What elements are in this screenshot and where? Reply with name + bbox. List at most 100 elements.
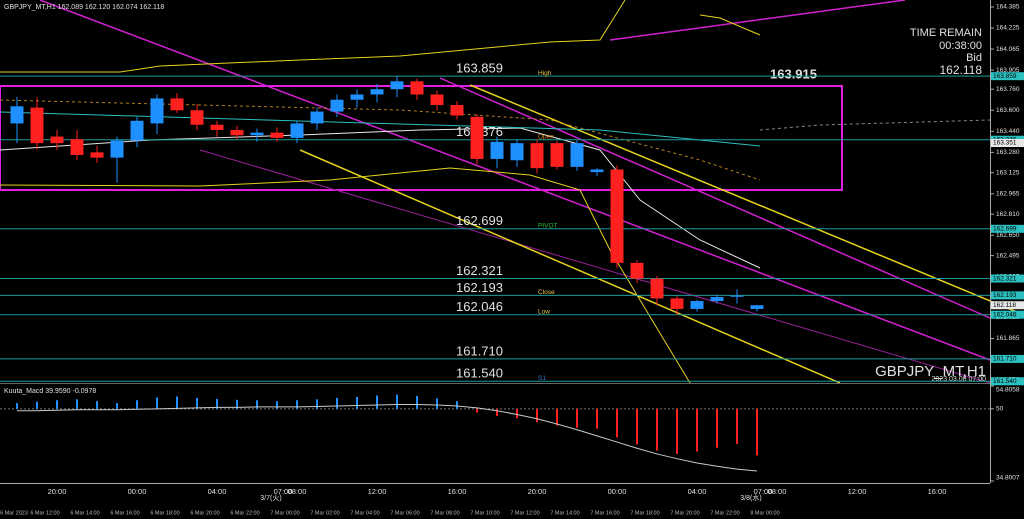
candle-body <box>670 298 684 309</box>
axis-marker-box <box>991 291 1024 300</box>
histogram-bar <box>676 408 678 454</box>
x-tick-label: 04:00 <box>208 487 227 496</box>
date-row-label: 6 Mar 18:00 <box>150 510 179 516</box>
candle-body <box>150 98 164 124</box>
candle-body <box>170 98 184 111</box>
cloud-line <box>759 119 991 131</box>
y-tick-label: 163.125 <box>996 169 1020 176</box>
candle-body <box>530 143 544 169</box>
x-tick-label: 08:00 <box>768 487 787 496</box>
y-tick-label: 162.495 <box>996 252 1020 259</box>
axis-marker-box <box>991 301 1024 310</box>
axis-marker-label: 161.540 <box>993 378 1017 385</box>
level-tag: Low <box>538 308 550 315</box>
candle-body <box>190 110 204 125</box>
band-upper <box>699 14 761 36</box>
axis-marker-box <box>991 354 1024 363</box>
candle-body <box>330 99 344 112</box>
y-tick-label: 163.760 <box>996 86 1020 93</box>
candle-body <box>370 89 384 95</box>
histogram-bar <box>456 401 458 409</box>
y-tick-label: 162.965 <box>996 191 1020 198</box>
histogram-bar <box>696 408 698 452</box>
candle-body <box>450 104 464 116</box>
trend-line <box>199 149 991 384</box>
histogram-bar <box>616 408 618 438</box>
candle-body <box>270 132 284 138</box>
histogram-bar <box>396 394 398 409</box>
candle-body <box>250 132 264 136</box>
moving-average <box>0 99 761 181</box>
date-row-label: 7 Mar 14:00 <box>550 510 579 516</box>
chart-header: GBPJPY_MT,H1 162.089 162.120 162.074 162… <box>4 4 164 11</box>
candle-body <box>430 94 444 105</box>
histogram-bar <box>716 408 718 448</box>
candle-body <box>130 120 144 141</box>
overlays <box>0 0 1024 484</box>
signal-line <box>17 404 758 472</box>
histogram-bar <box>736 408 738 444</box>
candle-body <box>350 94 364 100</box>
x-tick-label: 12:00 <box>848 487 867 496</box>
info-line: 00:38:00 <box>939 40 982 52</box>
level-tag: Open <box>538 133 554 140</box>
candle-body <box>110 140 124 158</box>
date-row-label: 6 Mar 22:00 <box>230 510 259 516</box>
histogram-bar <box>276 401 278 409</box>
candle-body <box>550 143 564 167</box>
y-tick-label: 163.440 <box>996 128 1020 135</box>
histogram-bar <box>516 408 518 419</box>
axis-marker-label: 162.321 <box>993 275 1017 282</box>
candle-body <box>610 169 624 263</box>
y-tick-label: 161.865 <box>996 335 1020 342</box>
x-tick-label: 16:00 <box>928 487 947 496</box>
y-tick-label: 50 <box>996 406 1004 413</box>
indicator-title: Kuuta_Macd 39.9590 -0.0978 <box>4 388 96 395</box>
date-row-label: 8 Mar 00:00 <box>750 510 779 516</box>
candle-body <box>570 143 584 167</box>
y-tick-label: 164.065 <box>996 46 1020 53</box>
x-tick-label: 12:00 <box>368 487 387 496</box>
info-line: Bid <box>966 52 982 64</box>
date-row-label: 7 Mar 16:00 <box>590 510 619 516</box>
moving-average <box>0 111 761 147</box>
candle-body <box>50 136 64 144</box>
candle-body <box>230 129 244 136</box>
histogram-bar <box>476 408 478 413</box>
channel-line <box>299 149 841 384</box>
trend-line <box>39 0 991 361</box>
axis-marker-label: 163.859 <box>993 73 1017 80</box>
histogram-bar <box>76 399 78 409</box>
histogram-bar <box>356 396 358 409</box>
histogram-bar <box>236 399 238 409</box>
candle-body <box>510 143 524 161</box>
histogram-bar <box>656 408 658 451</box>
histogram-bar <box>196 397 198 409</box>
candle-body <box>30 107 44 144</box>
candle-body <box>590 169 604 173</box>
level-label: 162.046 <box>456 299 503 314</box>
y-tick-label: 162.650 <box>996 232 1020 239</box>
histogram-bar <box>376 395 378 409</box>
y-tick-label: 163.280 <box>996 149 1020 156</box>
y-tick-label: 34.8007 <box>996 475 1020 482</box>
candle-body <box>10 106 24 124</box>
date-row-label: 7 Mar 00:00 <box>270 510 299 516</box>
level-tag: High <box>538 70 552 77</box>
date-row-label: 7 Mar 18:00 <box>630 510 659 516</box>
level-tag: PIVOT <box>538 223 558 230</box>
candle-body <box>750 305 764 309</box>
date-row-label: 7 Mar 12:00 <box>510 510 539 516</box>
axis-marker-label: 162.046 <box>993 311 1017 318</box>
level-label: 161.710 <box>456 343 503 358</box>
axis-marker-box <box>991 310 1024 319</box>
level-label: 162.321 <box>456 263 503 278</box>
candle-body <box>690 301 704 309</box>
candle-body <box>730 295 744 297</box>
date-row-label: 6 Mar 20:00 <box>190 510 219 516</box>
axis-marker-label: 162.118 <box>993 302 1016 309</box>
axis-marker-box <box>991 224 1024 233</box>
histogram-bar <box>256 400 258 409</box>
histogram-bar <box>756 408 758 456</box>
